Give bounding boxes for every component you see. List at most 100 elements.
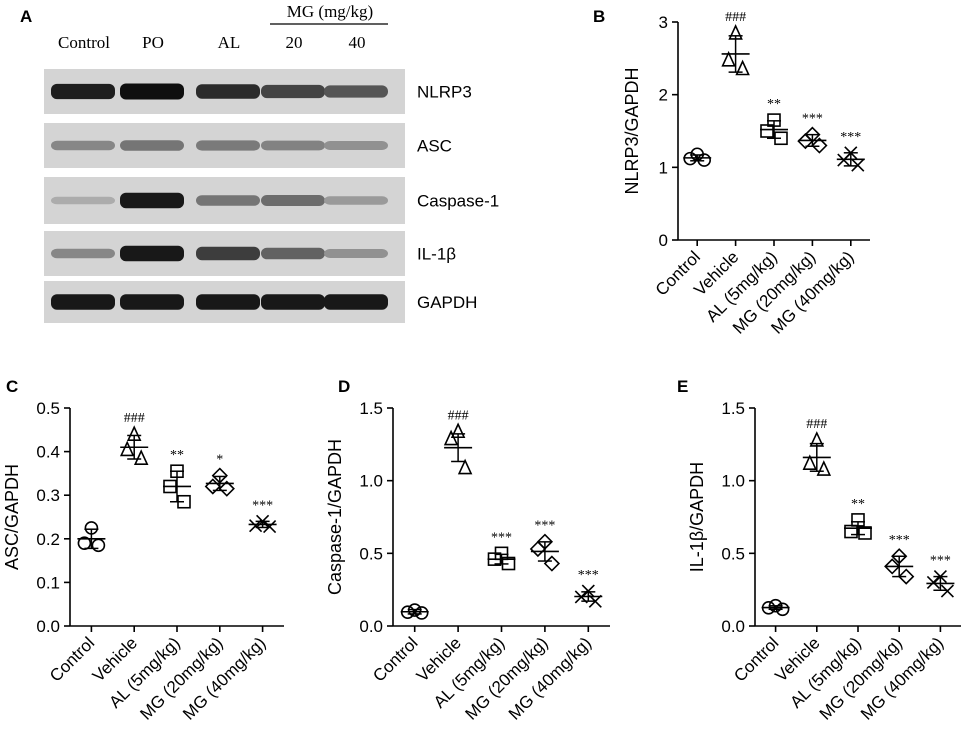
significance-label: ### [725, 10, 746, 25]
blot-band [324, 141, 388, 150]
y-tick-label: 0.0 [359, 617, 383, 636]
blot-band [51, 140, 115, 151]
data-point [400, 605, 415, 619]
y-tick-label: 0.0 [36, 617, 60, 636]
data-point [119, 440, 135, 457]
y-tick-label: 0.2 [36, 530, 60, 549]
data-point [91, 538, 106, 553]
blot-band [120, 83, 184, 100]
data-point [802, 454, 818, 471]
blot-band [51, 196, 115, 205]
data-point [760, 124, 774, 138]
data-point [133, 449, 149, 465]
data-point [457, 458, 473, 475]
blot-band [120, 245, 184, 262]
lane-label: 20 [286, 33, 303, 52]
significance-label: *** [889, 533, 910, 548]
data-point [249, 519, 263, 533]
y-axis-label: IL-1β/GAPDH [687, 462, 707, 572]
chart-panel-e: E0.00.51.01.5IL-1β/GAPDHControlVehicle##… [677, 377, 961, 724]
panel-letter: E [677, 377, 688, 396]
y-tick-label: 1.0 [721, 472, 745, 491]
data-point [858, 526, 872, 540]
data-point [933, 570, 947, 584]
significance-label: ### [806, 417, 827, 432]
data-point [851, 513, 865, 527]
data-point-stroke [256, 514, 270, 528]
data-point [697, 153, 712, 167]
data-point [837, 153, 851, 167]
y-tick-label: 0.3 [36, 486, 60, 505]
blot-band [196, 140, 260, 151]
chart-panel-d: D0.00.51.01.5Caspase-1/GAPDHControlVehic… [325, 377, 610, 724]
lane-label: 40 [349, 33, 366, 52]
y-tick-label: 0.5 [721, 544, 745, 563]
blot-band [51, 294, 115, 310]
significance-label: * [216, 453, 223, 468]
data-point [816, 460, 832, 476]
data-point [728, 23, 743, 40]
data-point-stroke [588, 594, 602, 608]
data-point [768, 598, 783, 613]
blot-band [261, 84, 325, 99]
data-point [761, 601, 776, 615]
data-point-stroke [926, 575, 940, 589]
x-tick-label: Control [369, 633, 421, 685]
data-point [256, 514, 270, 528]
blot-band [120, 192, 184, 209]
blot-panel: A Control PO AL 20 40 MG (mg/kg) NLRP3 ASC Caspas… [20, 2, 499, 323]
x-tick-label: Control [730, 633, 782, 685]
blot-band [196, 84, 260, 99]
data-point [898, 568, 915, 585]
data-point-stroke [581, 584, 595, 598]
blot-band [324, 85, 388, 98]
protein-label: IL-1β [417, 245, 456, 264]
data-point [884, 558, 901, 575]
data-point [443, 429, 459, 446]
y-tick-label: 0.4 [36, 443, 60, 462]
significance-label: ** [170, 448, 184, 463]
y-tick-label: 3 [659, 13, 668, 32]
data-point [940, 584, 954, 598]
blot-band [324, 249, 388, 258]
y-tick-label: 2 [659, 86, 668, 105]
data-point [851, 158, 865, 172]
data-point [211, 467, 228, 484]
data-point [450, 422, 466, 439]
data-point [774, 131, 788, 146]
panel-letter-a: A [20, 7, 32, 26]
significance-label: ** [851, 497, 865, 512]
data-point [177, 494, 191, 509]
data-point [926, 575, 940, 589]
data-point [891, 548, 908, 565]
significance-label: *** [840, 130, 861, 145]
blot-band [51, 248, 115, 259]
data-point [126, 425, 142, 441]
significance-label: ** [767, 97, 781, 112]
protein-label: Caspase-1 [417, 192, 499, 211]
y-tick-label: 1 [659, 158, 668, 177]
significance-label: ### [124, 411, 145, 426]
data-point [721, 50, 736, 67]
significance-label: *** [534, 519, 555, 534]
blot-band [261, 247, 325, 260]
protein-label: ASC [417, 137, 452, 156]
data-point [529, 540, 547, 558]
data-point [487, 552, 502, 566]
y-tick-label: 1.5 [721, 399, 745, 418]
blot-band [261, 294, 325, 310]
lane-label: AL [218, 33, 241, 52]
data-point [811, 137, 828, 154]
panel-letter: B [593, 7, 605, 26]
data-point [797, 133, 814, 150]
significance-label: *** [252, 498, 273, 513]
y-tick-label: 1.0 [359, 472, 383, 491]
blot-band [261, 140, 325, 151]
y-tick-label: 0.1 [36, 573, 60, 592]
data-point [844, 524, 858, 539]
data-point-stroke [249, 519, 263, 533]
y-tick-label: 0.5 [36, 399, 60, 418]
